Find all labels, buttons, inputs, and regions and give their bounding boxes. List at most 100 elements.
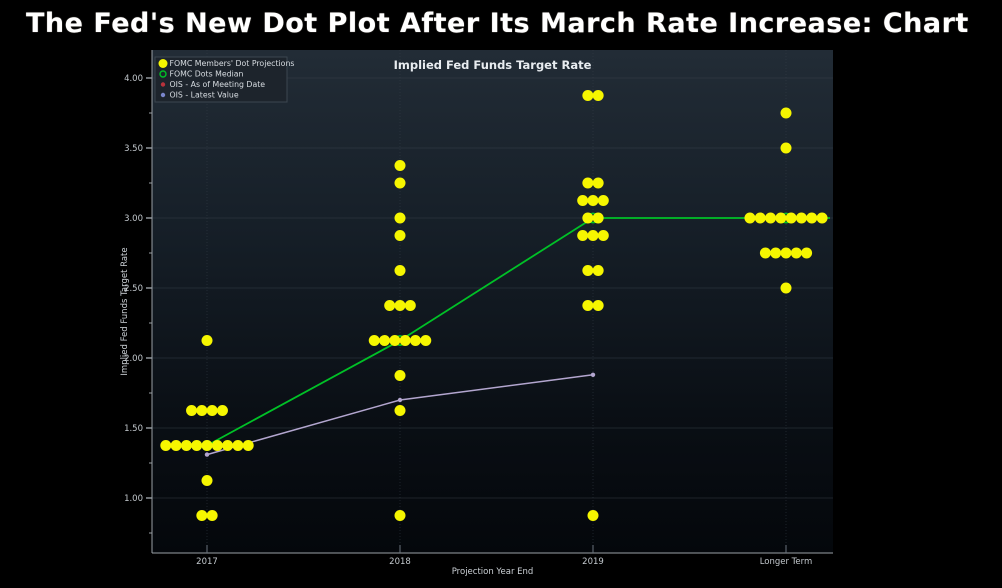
ois-latest-line-series bbox=[204, 372, 596, 457]
legend-label: FOMC Dots Median bbox=[170, 70, 244, 79]
fomc-dot bbox=[582, 90, 594, 101]
fomc-dot bbox=[394, 405, 406, 416]
legend-item: OIS - Latest Value bbox=[160, 91, 239, 100]
fomc-dot bbox=[180, 440, 192, 451]
page-title: The Fed's New Dot Plot After Its March R… bbox=[26, 8, 969, 39]
fomc-dot bbox=[587, 510, 599, 521]
legend-dot-icon bbox=[160, 92, 166, 98]
fomc-dot bbox=[384, 300, 396, 311]
fomc-dot bbox=[597, 230, 609, 241]
fomc-dot bbox=[582, 177, 594, 189]
fomc-dot bbox=[399, 335, 411, 346]
y-tick-label: 2.00 bbox=[124, 354, 143, 364]
fomc-dot bbox=[201, 440, 213, 451]
legend-label: OIS - As of Meeting Date bbox=[170, 80, 266, 89]
x-axis: 2017 2018 2019 Longer Term Projection Year E… bbox=[152, 545, 833, 577]
legend-box bbox=[154, 56, 288, 103]
fomc-dot bbox=[191, 440, 203, 451]
fomc-dot bbox=[592, 90, 604, 101]
fomc-dot bbox=[597, 195, 609, 206]
fomc-dot bbox=[587, 195, 599, 206]
fomc-dot bbox=[186, 405, 198, 416]
fomc-dot bbox=[404, 300, 416, 311]
legend-open-circle-icon bbox=[159, 70, 167, 78]
fomc-dot bbox=[806, 212, 818, 224]
fomc-dot bbox=[242, 440, 254, 451]
fomc-dot bbox=[582, 212, 594, 224]
fomc-dot bbox=[160, 440, 172, 451]
plot-grid bbox=[152, 50, 833, 553]
fomc-dot bbox=[780, 282, 792, 294]
fomc-dot bbox=[394, 370, 406, 381]
dots-column-longer-term bbox=[744, 107, 828, 294]
fomc-dot bbox=[206, 510, 218, 521]
y-tick-label: 1.00 bbox=[124, 494, 143, 504]
dots-column-2018 bbox=[368, 160, 432, 521]
fomc-dot bbox=[222, 440, 234, 451]
legend-item: FOMC Dots Median bbox=[159, 70, 244, 79]
title-bar: The Fed's New Dot Plot After Its March R… bbox=[0, 0, 1002, 47]
plot-background bbox=[152, 50, 833, 553]
x-tick-label: 2018 bbox=[389, 557, 411, 567]
legend-item: OIS - As of Meeting Date bbox=[160, 80, 266, 89]
legend-filled-circle-icon bbox=[158, 59, 168, 68]
fomc-dot bbox=[780, 142, 792, 154]
fomc-dot bbox=[394, 177, 406, 189]
fomc-dot bbox=[816, 212, 828, 224]
fomc-dot bbox=[754, 212, 766, 224]
fomc-dot bbox=[420, 335, 432, 346]
fomc-dot bbox=[368, 335, 380, 346]
y-tick-label: 2.50 bbox=[124, 284, 143, 294]
fomc-dot bbox=[577, 230, 589, 241]
fomc-dot bbox=[201, 335, 213, 346]
fomc-dots-series bbox=[160, 90, 828, 521]
fomc-dot bbox=[801, 247, 813, 259]
legend: FOMC Members' Dot Projections FOMC Dots M… bbox=[154, 56, 294, 103]
dots-column-2017 bbox=[160, 335, 254, 521]
x-tick-label: Longer Term bbox=[760, 557, 813, 567]
fomc-dot bbox=[394, 230, 406, 241]
fomc-dot bbox=[592, 177, 604, 189]
y-tick-label: 4.00 bbox=[124, 74, 143, 84]
fomc-dot bbox=[577, 195, 589, 206]
x-tick-label: 2017 bbox=[196, 557, 218, 567]
fomc-dot bbox=[206, 405, 218, 416]
fomc-dot bbox=[196, 510, 208, 521]
fomc-dot bbox=[592, 265, 604, 276]
fomc-dot bbox=[582, 265, 594, 276]
y-tick-label: 1.50 bbox=[124, 424, 143, 434]
fomc-dot bbox=[587, 230, 599, 241]
legend-dot-icon bbox=[160, 82, 166, 87]
fomc-dot bbox=[759, 247, 771, 259]
y-axis-title: Implied Fed Funds Target Rate bbox=[120, 247, 130, 375]
y-tick-label: 3.50 bbox=[124, 144, 143, 154]
fomc-dot bbox=[394, 160, 406, 171]
fomc-dot bbox=[790, 247, 802, 259]
fomc-dot bbox=[795, 212, 807, 224]
fomc-dot bbox=[232, 440, 244, 451]
fomc-dot bbox=[389, 335, 401, 346]
ois-vertex-dot bbox=[204, 452, 210, 457]
fomc-dot bbox=[409, 335, 421, 346]
fomc-dot bbox=[765, 212, 777, 224]
fomc-dot bbox=[582, 300, 594, 311]
fomc-dot bbox=[216, 405, 228, 416]
legend-item: FOMC Members' Dot Projections bbox=[158, 59, 294, 68]
fomc-dot bbox=[780, 107, 792, 119]
legend-label: OIS - Latest Value bbox=[170, 91, 239, 100]
fomc-dot bbox=[170, 440, 182, 451]
fomc-dot bbox=[196, 405, 208, 416]
fomc-dot bbox=[592, 300, 604, 311]
fomc-dot bbox=[744, 212, 756, 224]
x-tick-label: 2019 bbox=[582, 557, 604, 567]
fomc-dot bbox=[780, 247, 792, 259]
fomc-dot bbox=[785, 212, 797, 224]
y-axis: 1.00 1.50 2.00 2.50 3.00 3.50 4.00 Implied Fed … bbox=[120, 50, 153, 553]
fomc-dot bbox=[770, 247, 782, 259]
fomc-dot bbox=[394, 265, 406, 276]
fomc-dot bbox=[201, 475, 213, 486]
fomc-dot bbox=[394, 212, 406, 224]
ois-vertex-dot bbox=[590, 372, 596, 377]
fomc-dot bbox=[211, 440, 223, 451]
